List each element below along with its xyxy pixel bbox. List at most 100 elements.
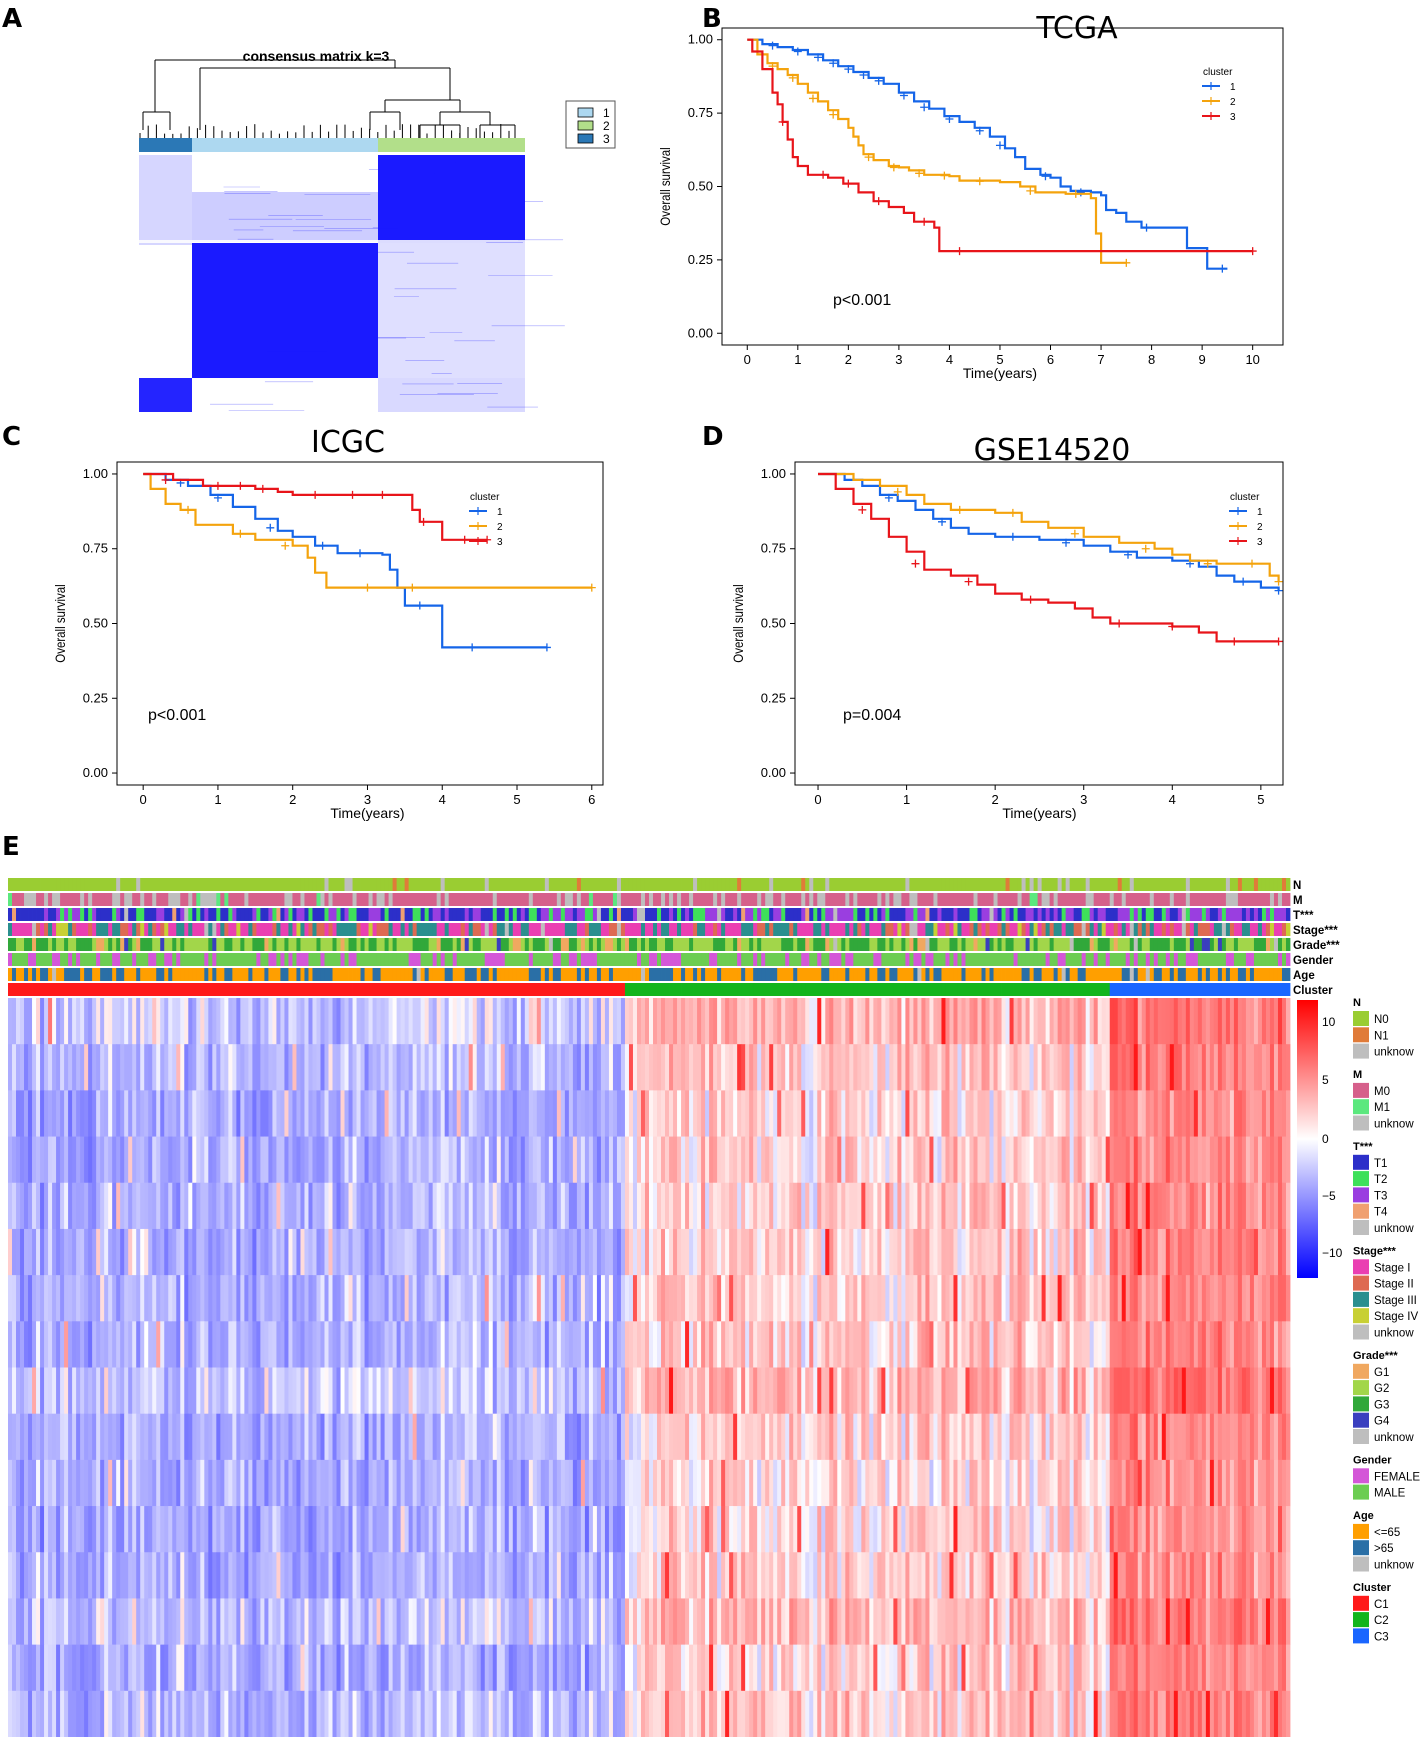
annotation-cell (1050, 923, 1054, 936)
heatmap-cell (477, 998, 481, 1045)
heatmap-cell (705, 1137, 709, 1184)
annotation-cell (909, 953, 913, 966)
heatmap-cell (1242, 1044, 1246, 1091)
heatmap-cell (1234, 998, 1238, 1045)
annotation-cell (349, 893, 353, 906)
annotation-cell (413, 953, 417, 966)
annotation-cell (1170, 983, 1174, 996)
annotation-cell (1010, 953, 1014, 966)
heatmap-cell (881, 1183, 885, 1230)
annotation-cell (40, 908, 44, 921)
annotation-cell (168, 953, 172, 966)
annotation-cell (597, 968, 601, 981)
annotation-cell (1210, 968, 1214, 981)
annotation-cell (557, 983, 561, 996)
annotation-cell (1058, 923, 1062, 936)
annotation-cell (1206, 983, 1210, 996)
annotation-cell (1114, 938, 1118, 951)
heatmap-cell (1074, 1229, 1078, 1276)
annotation-cell (961, 923, 965, 936)
heatmap-cell (1178, 1183, 1182, 1230)
annotation-cell (100, 893, 104, 906)
annotation-cell (925, 908, 929, 921)
annotation-cell (284, 923, 288, 936)
annotation-cell (561, 938, 565, 951)
heatmap-cell (1102, 1090, 1106, 1137)
annotation-cell (148, 923, 152, 936)
annotation-cell (485, 953, 489, 966)
annotation-cell (337, 893, 341, 906)
annotation-cell (88, 893, 92, 906)
heatmap-cell (1226, 1229, 1230, 1276)
annotation-cell (188, 923, 192, 936)
heatmap-cell (417, 1090, 421, 1137)
annotation-cell (485, 908, 489, 921)
heatmap-cell (8, 1090, 12, 1137)
annotation-cell (853, 953, 857, 966)
heatmap-cell (837, 1044, 841, 1091)
heatmap-cell (24, 1090, 28, 1137)
annotation-cell (1030, 923, 1034, 936)
annotation-cell (72, 953, 76, 966)
heatmap-cell (1098, 1183, 1102, 1230)
annotation-cell (569, 908, 573, 921)
heatmap-cell (369, 1090, 373, 1137)
annotation-cell (240, 953, 244, 966)
heatmap-cell (140, 1229, 144, 1276)
heatmap-cell (1030, 1229, 1034, 1276)
heatmap-cell (929, 1137, 933, 1184)
annotation-cell (489, 923, 493, 936)
annotation-cell (296, 923, 300, 936)
annotation-cell (1034, 983, 1038, 996)
heatmap-cell (236, 1044, 240, 1091)
annotation-cell (893, 893, 897, 906)
legend-title: cluster (1230, 492, 1260, 503)
annotation-cell (681, 923, 685, 936)
annotation-cell (1170, 953, 1174, 966)
heatmap-cell (933, 1090, 937, 1137)
annotation-cell (369, 908, 373, 921)
annotation-cell (232, 968, 236, 981)
annotation-cell (1202, 968, 1206, 981)
annotation-cell (92, 983, 96, 996)
panel-letter-e: E (2, 832, 20, 862)
heatmap-cell (1034, 998, 1038, 1045)
annotation-cell (361, 893, 365, 906)
annotation-cell (970, 938, 974, 951)
annotation-cell (881, 908, 885, 921)
heatmap-cell (104, 1090, 108, 1137)
annotation-cell (264, 908, 268, 921)
heatmap-cell (393, 1183, 397, 1230)
annotation-cell (809, 893, 813, 906)
annotation-cell (1182, 983, 1186, 996)
annotation-cell (949, 908, 953, 921)
panel-letter-c: C (2, 422, 21, 452)
heatmap-cell (1258, 1044, 1262, 1091)
heatmap-cell (901, 998, 905, 1045)
x-axis-title: Time(years) (963, 365, 1037, 381)
annotation-cell (112, 938, 116, 951)
annotation-cell (288, 938, 292, 951)
heatmap-cell (212, 1229, 216, 1276)
annotation-cell (1238, 908, 1242, 921)
annotation-cell (749, 983, 753, 996)
cluster-bar-segment-2 (192, 138, 378, 152)
annotation-cell (817, 908, 821, 921)
censor-mark (281, 542, 289, 550)
annotation-cell (445, 923, 449, 936)
annotation-cell (905, 938, 909, 951)
heatmap-cell (1138, 1090, 1142, 1137)
heatmap-cell (1002, 1090, 1006, 1137)
annotation-cell (168, 938, 172, 951)
annotation-cell (1082, 878, 1086, 891)
annotation-cell (813, 923, 817, 936)
heatmap-cell (549, 1137, 553, 1184)
heatmap-cell (749, 1183, 753, 1230)
series-line-1 (818, 474, 1279, 591)
annotation-cell (409, 923, 413, 936)
heatmap-cell (753, 1044, 757, 1091)
annotation-cell (32, 908, 36, 921)
matrix-block (192, 192, 378, 242)
annotation-cell (1138, 923, 1142, 936)
heatmap-cell (108, 1090, 112, 1137)
